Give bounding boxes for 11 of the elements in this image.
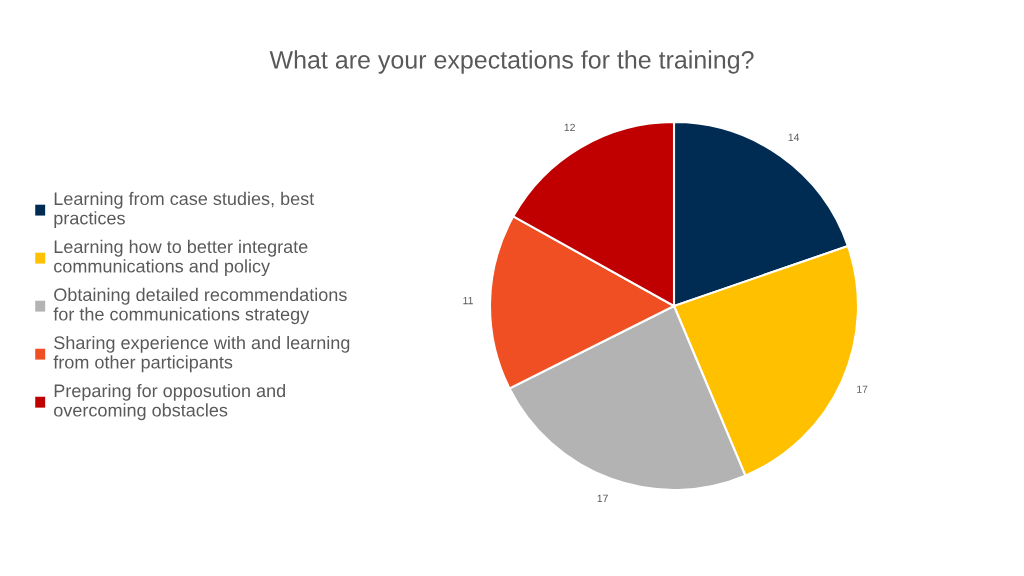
data-label: 14 xyxy=(788,133,800,141)
legend-label: Learning how to better integrate communications and policy xyxy=(54,239,308,277)
legend-label: Sharing experience with and learning from other participants xyxy=(53,335,350,373)
legend-label: Preparing for opposution and overcoming obstacles xyxy=(54,383,285,421)
data-label: 12 xyxy=(564,123,575,131)
data-label: 17 xyxy=(857,385,868,393)
chart-title: What are your expectations for the training? xyxy=(269,50,754,74)
data-label: 17 xyxy=(597,494,608,502)
data-label: 11 xyxy=(463,296,473,305)
legend-label: Obtaining detailed recommendations for the communications strategy xyxy=(53,287,347,325)
legend-label: Learning from case studies, best practices xyxy=(54,191,315,229)
